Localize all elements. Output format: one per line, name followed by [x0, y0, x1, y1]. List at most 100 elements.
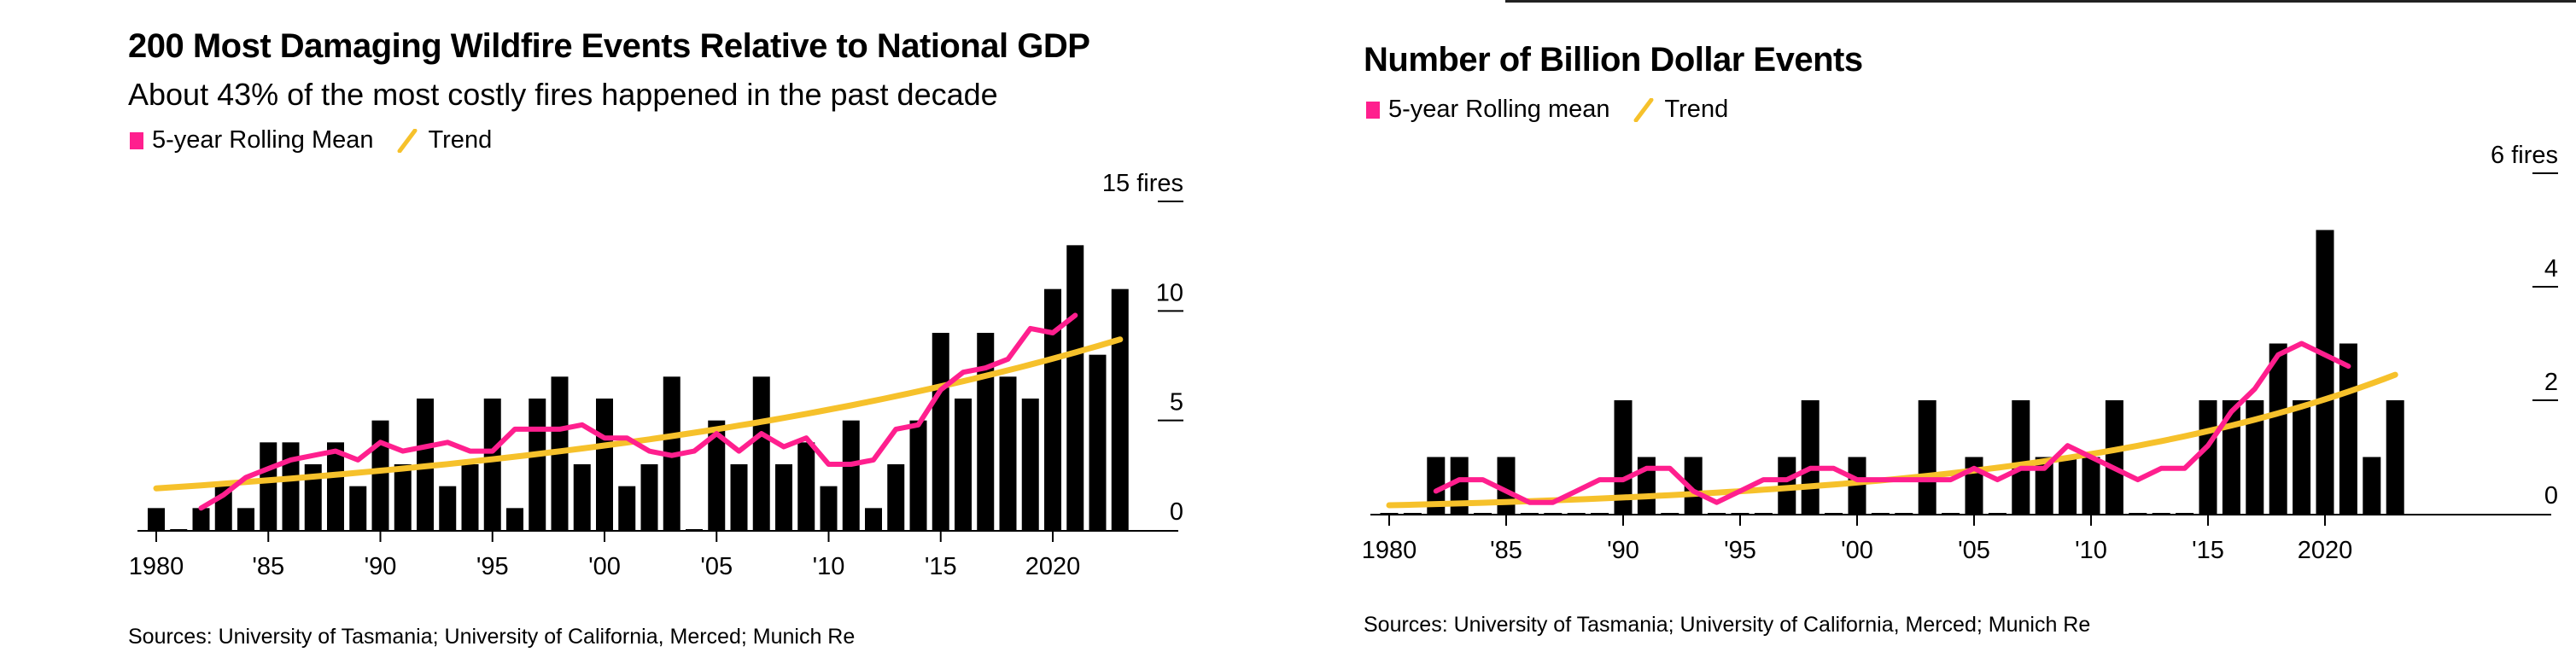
- bar-1990: [371, 420, 389, 530]
- bar-1990: [1614, 400, 1633, 514]
- x-tick-label-1985: '85: [252, 553, 284, 580]
- y-tick-label-15: 15 fires: [1102, 170, 1183, 197]
- y-tick-label-10: 10: [1156, 279, 1183, 306]
- bar-1982: [192, 508, 210, 530]
- trend-legend-swatch: [396, 128, 418, 153]
- bar-2014: [909, 420, 927, 530]
- bar-2009: [797, 442, 815, 530]
- bar-1996: [506, 508, 523, 530]
- bar-2001: [618, 486, 636, 530]
- bar-2005: [708, 420, 726, 530]
- bar-2018: [2269, 343, 2287, 514]
- x-tick-label-2015: '15: [925, 553, 957, 580]
- bar-2007: [752, 376, 770, 530]
- chart-legend: 5-year Rolling Mean Trend: [130, 126, 492, 154]
- bar-2022: [1089, 354, 1107, 530]
- bar-2003: [1918, 400, 1936, 514]
- top-rule: [1505, 0, 2576, 3]
- bar-2019: [2293, 400, 2311, 514]
- bar-2023: [1111, 288, 1129, 530]
- billion-dollar-chart: 1980 '85 '90 '95 '00 '05 '10 '15 2020 0 2 4 6 fires: [1362, 142, 2558, 564]
- bar-2023: [2386, 400, 2404, 514]
- bar-1988: [327, 442, 344, 530]
- chart-legend: 5-year Rolling mean Trend: [1366, 96, 1728, 124]
- x-tick-label-1980: 1980: [1362, 537, 1417, 564]
- y-axis: 0 5 10 15 fires: [1102, 170, 1183, 526]
- bar-2008: [775, 464, 792, 530]
- y-axis: 0 2 4 6 fires: [2491, 142, 2558, 510]
- bar-2021: [2339, 343, 2357, 514]
- x-tick-label-2010: '10: [2075, 537, 2107, 564]
- x-tick-label-2020: 2020: [1025, 553, 1081, 580]
- rolling-mean-legend-swatch: [130, 131, 143, 149]
- bar-2012: [865, 508, 882, 530]
- wildfire-gdp-chart: 1980 '85 '90 '95 '00 '05 '10 '15 2020 0 5 10 15 fire…: [129, 170, 1183, 580]
- bar-2019: [1021, 399, 1039, 530]
- x-tick-label-1980: 1980: [129, 553, 184, 580]
- bar-1989: [349, 486, 367, 530]
- bar-2013: [887, 464, 905, 530]
- legend-label-trend: Trend: [1664, 96, 1729, 123]
- bar-2022: [2363, 457, 2381, 514]
- y-tick-label-5: 5: [1170, 389, 1183, 416]
- y-tick-label-2: 2: [2544, 369, 2558, 396]
- bar-2021: [1066, 245, 1084, 530]
- bar-2007: [2012, 400, 2030, 514]
- legend-label-rolling-mean: 5-year Rolling mean: [1388, 96, 1610, 123]
- chart-sources: Sources: University of Tasmania; Univers…: [1364, 613, 2091, 637]
- bar-2010: [2082, 457, 2100, 514]
- bar-2016: [955, 399, 972, 530]
- trend-line: [153, 336, 1124, 492]
- bar-2005: [1965, 457, 1983, 514]
- bar-1986: [282, 442, 300, 530]
- rolling-mean-legend-swatch: [1366, 101, 1380, 119]
- bar-1993: [1684, 457, 1703, 514]
- bar-2006: [730, 464, 748, 530]
- x-tick-label-2010: '10: [813, 553, 845, 580]
- x-tick-label-1990: '90: [365, 553, 397, 580]
- bar-2011: [2105, 400, 2123, 514]
- legend-label-rolling-mean: 5-year Rolling Mean: [152, 126, 374, 154]
- rolling-mean-series: [1433, 341, 2351, 505]
- bar-2015: [932, 333, 949, 530]
- bar-1980: [148, 508, 165, 530]
- bar-1991: [1637, 457, 1656, 514]
- bar-2002: [640, 464, 658, 530]
- bar-1998: [1801, 400, 1820, 514]
- bar-2018: [999, 376, 1017, 530]
- bar-1984: [237, 508, 254, 530]
- bar-1982: [1427, 457, 1446, 514]
- x-tick-label-1990: '90: [1607, 537, 1639, 564]
- bar-2010: [820, 486, 838, 530]
- x-tick-label-2000: '00: [588, 553, 621, 580]
- x-tick-label-2005: '05: [700, 553, 733, 580]
- bar-1995: [483, 399, 501, 530]
- x-tick-label-2000: '00: [1841, 537, 1873, 564]
- bar-2008: [2035, 457, 2053, 514]
- trend-line: [1386, 371, 2398, 509]
- bar-2015: [2199, 400, 2217, 514]
- chart-title: Number of Billion Dollar Events: [1364, 41, 1863, 79]
- y-tick-label-0: 0: [2544, 482, 2558, 510]
- x-axis: 1980 '85 '90 '95 '00 '05 '10 '15 2020: [1362, 515, 2353, 564]
- x-tick-label-1995: '95: [1724, 537, 1756, 564]
- chart-sources: Sources: University of Tasmania; Univers…: [128, 625, 856, 649]
- x-tick-label-2020: 2020: [2298, 537, 2353, 564]
- legend-label-trend: Trend: [428, 126, 493, 154]
- bar-2011: [842, 420, 860, 530]
- bar-1993: [439, 486, 457, 530]
- x-axis: 1980 '85 '90 '95 '00 '05 '10 '15 2020: [129, 532, 1081, 580]
- bar-2017: [2246, 400, 2264, 514]
- rolling-mean-line: [198, 312, 1078, 511]
- bar-2017: [977, 333, 995, 530]
- chart-panel-wildfire-gdp: 200 Most Damaging Wildfire Events Relati…: [0, 0, 1281, 658]
- chart-subtitle: About 43% of the most costly fires happe…: [128, 77, 998, 112]
- bar-2020: [1044, 288, 1061, 530]
- y-tick-label-0: 0: [1170, 498, 1183, 526]
- bar-series: [148, 245, 1129, 531]
- chart-title: 200 Most Damaging Wildfire Events Relati…: [128, 27, 1090, 65]
- bar-1987: [304, 464, 322, 530]
- bar-2000: [596, 399, 613, 530]
- x-tick-label-1995: '95: [476, 553, 509, 580]
- chart-panel-billion-dollar: Number of Billion Dollar Events 5-year R…: [1281, 0, 2576, 658]
